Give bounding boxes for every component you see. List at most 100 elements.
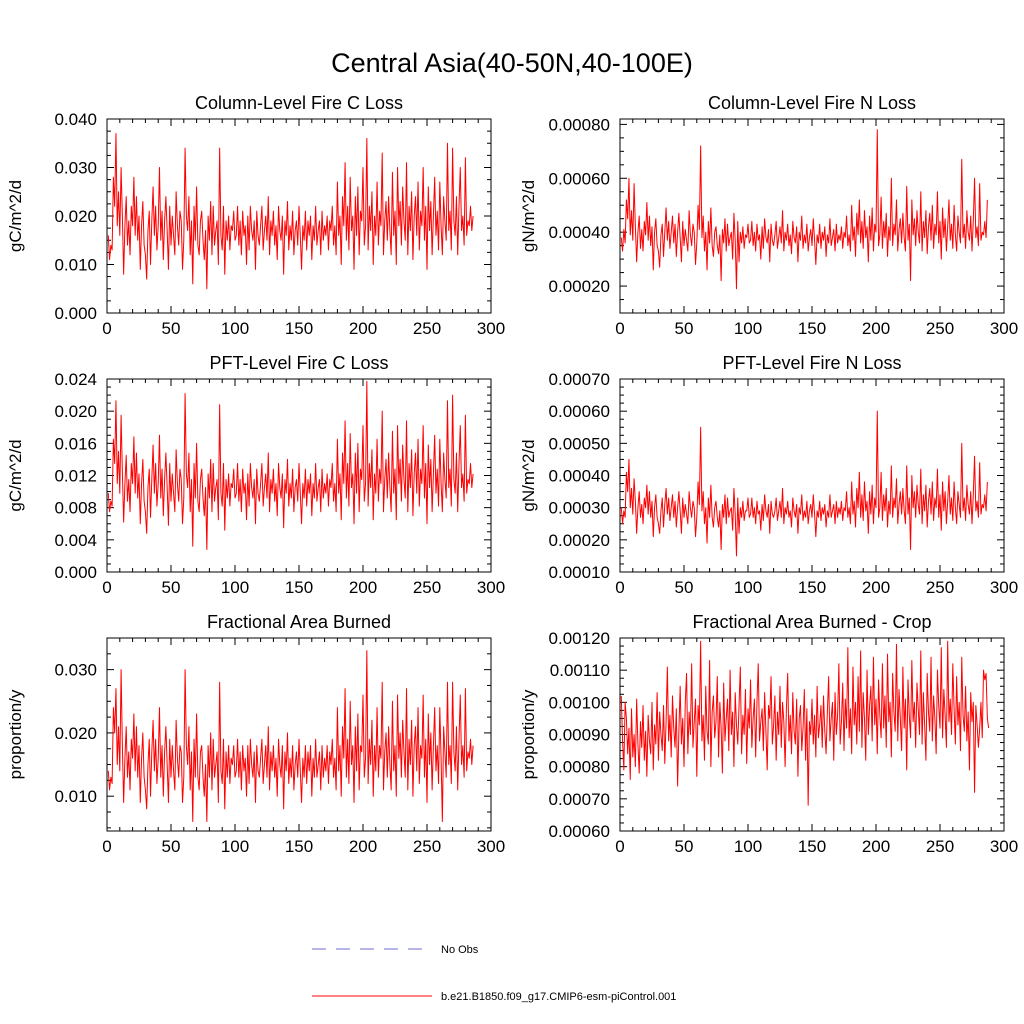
panels: Column-Level Fire C Loss 0 50 100 150 200 250 3… xyxy=(6,93,1018,856)
x-tick-label: 250 xyxy=(926,837,954,856)
y-tick-label: 0.00090 xyxy=(549,726,610,745)
x-tick-label: 150 xyxy=(285,319,313,338)
y-axis-label: proportion/y xyxy=(519,689,538,779)
x-tick-label: 100 xyxy=(734,837,762,856)
y-tick-label: 0.016 xyxy=(54,434,97,453)
chart-panel: Column-Level Fire C Loss 0 50 100 150 200 250 3… xyxy=(6,93,505,338)
x-tick-label: 0 xyxy=(615,837,624,856)
panel-title: Column-Level Fire N Loss xyxy=(708,93,916,113)
panel-title: PFT-Level Fire C Loss xyxy=(209,353,388,373)
x-tick-label: 150 xyxy=(798,319,826,338)
x-tick-label: 200 xyxy=(349,837,377,856)
series-line xyxy=(107,380,474,550)
y-tick-label: 0.040 xyxy=(54,110,97,129)
x-tick-label: 100 xyxy=(221,319,249,338)
x-tick-label: 150 xyxy=(798,578,826,597)
y-tick-label: 0.00060 xyxy=(549,402,610,421)
y-tick-label: 0.00040 xyxy=(549,467,610,486)
chart-panel: PFT-Level Fire C Loss 0 50 100 150 200 250 300 0… xyxy=(6,353,505,597)
y-tick-label: 0.00060 xyxy=(549,822,610,841)
y-tick-label: 0.000 xyxy=(54,563,97,582)
panel-title: PFT-Level Fire N Loss xyxy=(722,353,901,373)
x-tick-label: 0 xyxy=(102,837,111,856)
y-tick-label: 0.004 xyxy=(54,531,97,550)
x-tick-label: 50 xyxy=(162,578,181,597)
chart-panel: PFT-Level Fire N Loss 0 50 100 150 200 250 300 0… xyxy=(519,353,1018,597)
chart-panel: Column-Level Fire N Loss 0 50 100 150 200 250 3… xyxy=(519,93,1018,338)
y-tick-label: 0.00100 xyxy=(549,693,610,712)
y-axis-label: gC/m^2/d xyxy=(6,180,25,252)
x-tick-label: 300 xyxy=(477,319,505,338)
x-tick-label: 200 xyxy=(862,578,890,597)
y-tick-label: 0.00070 xyxy=(549,790,610,809)
y-tick-label: 0.020 xyxy=(54,402,97,421)
y-tick-label: 0.00010 xyxy=(549,563,610,582)
y-tick-label: 0.00080 xyxy=(549,115,610,134)
y-tick-label: 0.00060 xyxy=(549,169,610,188)
x-tick-label: 200 xyxy=(862,837,890,856)
series-line xyxy=(620,640,990,806)
x-tick-label: 200 xyxy=(349,319,377,338)
x-tick-label: 0 xyxy=(102,319,111,338)
x-tick-label: 300 xyxy=(990,319,1018,338)
x-tick-label: 50 xyxy=(675,578,694,597)
y-tick-label: 0.012 xyxy=(54,467,97,486)
x-tick-label: 300 xyxy=(990,837,1018,856)
x-tick-label: 300 xyxy=(477,578,505,597)
x-tick-label: 250 xyxy=(926,319,954,338)
x-tick-label: 150 xyxy=(285,578,313,597)
chart-panel: Fractional Area Burned 0 50 100 150 200 250 300… xyxy=(6,612,505,856)
y-tick-label: 0.008 xyxy=(54,499,97,518)
x-tick-label: 0 xyxy=(615,578,624,597)
x-tick-label: 200 xyxy=(349,578,377,597)
x-tick-label: 300 xyxy=(990,578,1018,597)
series-line xyxy=(620,410,988,557)
x-tick-label: 100 xyxy=(734,319,762,338)
x-tick-label: 0 xyxy=(102,578,111,597)
x-tick-label: 150 xyxy=(285,837,313,856)
x-tick-label: 100 xyxy=(221,837,249,856)
figure-title: Central Asia(40-50N,40-100E) xyxy=(331,48,693,78)
y-tick-label: 0.00030 xyxy=(549,499,610,518)
x-tick-label: 250 xyxy=(413,837,441,856)
y-tick-label: 0.030 xyxy=(54,159,97,178)
y-tick-label: 0.00050 xyxy=(549,434,610,453)
x-tick-label: 250 xyxy=(413,578,441,597)
panel-title: Column-Level Fire C Loss xyxy=(195,93,403,113)
x-tick-label: 300 xyxy=(477,837,505,856)
x-tick-label: 50 xyxy=(162,319,181,338)
y-tick-label: 0.00020 xyxy=(549,277,610,296)
panel-title: Fractional Area Burned xyxy=(207,612,391,632)
series-line xyxy=(107,133,474,290)
x-tick-label: 100 xyxy=(734,578,762,597)
y-tick-label: 0.00020 xyxy=(549,531,610,550)
x-tick-label: 50 xyxy=(675,319,694,338)
y-axis-label: gC/m^2/d xyxy=(6,439,25,511)
y-axis-label: proportion/y xyxy=(6,689,25,779)
y-tick-label: 0.00120 xyxy=(549,629,610,648)
legend: No Obs b.e21.B1850.f09_g17.CMIP6-esm-piC… xyxy=(312,944,676,1003)
x-tick-label: 50 xyxy=(675,837,694,856)
y-tick-label: 0.010 xyxy=(54,256,97,275)
y-tick-label: 0.00080 xyxy=(549,758,610,777)
y-axis-label: gN/m^2/d xyxy=(519,180,538,252)
y-tick-label: 0.020 xyxy=(54,724,97,743)
y-tick-label: 0.000 xyxy=(54,304,97,323)
panel-title: Fractional Area Burned - Crop xyxy=(692,612,931,632)
x-tick-label: 100 xyxy=(221,578,249,597)
series-line xyxy=(620,129,988,290)
y-tick-label: 0.024 xyxy=(54,370,97,389)
plot-frame xyxy=(619,378,1005,573)
legend-obs-label: No Obs xyxy=(441,944,479,956)
legend-model-label: b.e21.B1850.f09_g17.CMIP6-esm-piControl.… xyxy=(441,991,676,1003)
y-tick-label: 0.00070 xyxy=(549,370,610,389)
y-tick-label: 0.00110 xyxy=(550,661,610,680)
series-line xyxy=(107,650,474,823)
x-tick-label: 250 xyxy=(413,319,441,338)
chart-panel: Fractional Area Burned - Crop 0 50 100 150 20… xyxy=(519,612,1018,856)
y-tick-label: 0.010 xyxy=(54,787,97,806)
x-tick-label: 250 xyxy=(926,578,954,597)
x-tick-label: 200 xyxy=(862,319,890,338)
plot-frame xyxy=(619,118,1005,314)
